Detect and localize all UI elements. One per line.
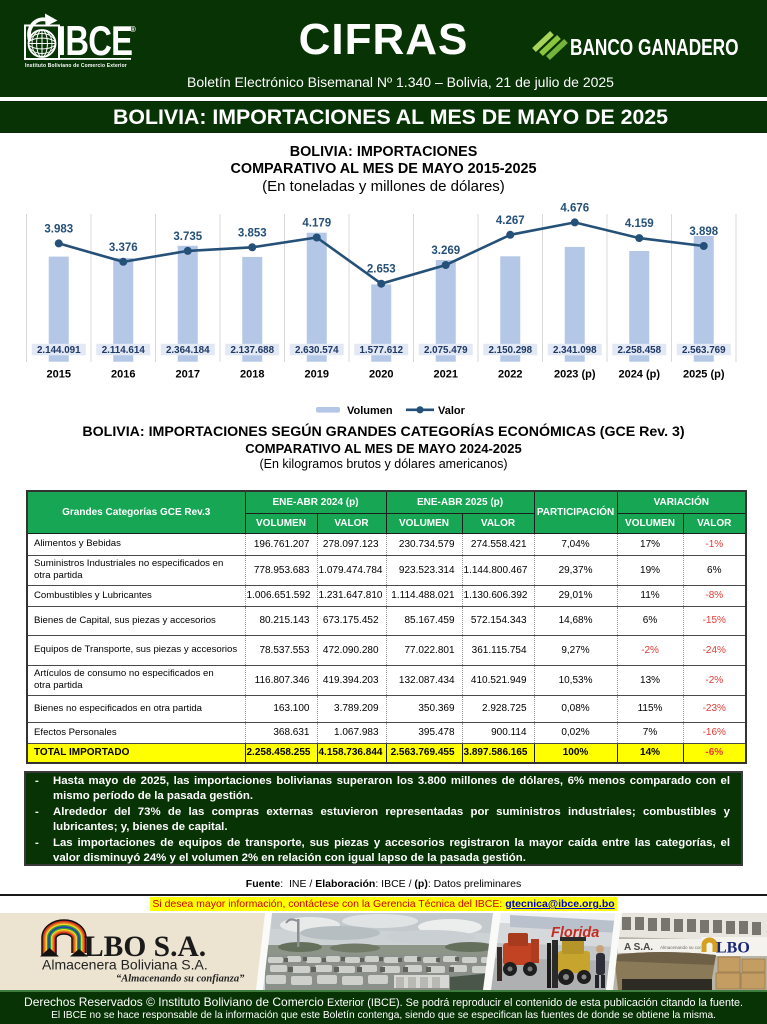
svg-text:2.563.769: 2.563.769 — [682, 345, 726, 356]
svg-text:3.735: 3.735 — [173, 231, 202, 243]
svg-text:3.376: 3.376 — [109, 242, 138, 254]
svg-text:2018: 2018 — [240, 369, 264, 381]
svg-text:2021: 2021 — [434, 369, 458, 381]
svg-text:LBO S.A.: LBO S.A. — [84, 931, 206, 963]
svg-text:2017: 2017 — [176, 369, 200, 381]
svg-text:2.114.614: 2.114.614 — [102, 345, 146, 356]
svg-text:2.653: 2.653 — [367, 264, 396, 276]
svg-text:A S.A.: A S.A. — [624, 942, 653, 953]
svg-text:2.150.298: 2.150.298 — [488, 345, 532, 356]
svg-text:®: ® — [130, 25, 136, 34]
svg-text:2023 (p): 2023 (p) — [554, 369, 596, 381]
svg-text:3.983: 3.983 — [44, 223, 73, 235]
svg-text:2.144.091: 2.144.091 — [37, 345, 81, 356]
svg-text:2.258.458: 2.258.458 — [617, 345, 661, 356]
svg-text:2022: 2022 — [498, 369, 522, 381]
svg-text:2020: 2020 — [369, 369, 393, 381]
svg-text:“Almacenando su confianza”: “Almacenando su confianza” — [116, 974, 245, 985]
svg-text:Almacenera Boliviana S.A.: Almacenera Boliviana S.A. — [42, 957, 208, 973]
svg-text:2015: 2015 — [47, 369, 71, 381]
svg-text:Instituto Boliviano de Comerci: Instituto Boliviano de Comercio Exterior — [25, 63, 128, 69]
svg-text:Valor: Valor — [438, 405, 466, 417]
svg-text:4.676: 4.676 — [560, 202, 589, 214]
svg-text:IBCE: IBCE — [57, 17, 132, 64]
svg-text:3.853: 3.853 — [238, 227, 267, 239]
svg-text:4.179: 4.179 — [302, 218, 331, 230]
svg-text:Volumen: Volumen — [347, 405, 393, 417]
svg-text:2.137.688: 2.137.688 — [230, 345, 274, 356]
svg-text:1.577.612: 1.577.612 — [359, 345, 403, 356]
svg-text:2.630.574: 2.630.574 — [295, 345, 339, 356]
svg-text:2.341.098: 2.341.098 — [553, 345, 597, 356]
svg-text:Almacenando su confianza: Almacenando su confianza — [660, 945, 715, 950]
svg-text:4.267: 4.267 — [496, 215, 525, 227]
svg-text:LBO: LBO — [716, 940, 750, 957]
svg-text:3.269: 3.269 — [431, 245, 460, 257]
svg-text:BANCO GANADERO: BANCO GANADERO — [570, 35, 739, 60]
svg-text:2016: 2016 — [111, 369, 135, 381]
svg-text:2.075.479: 2.075.479 — [424, 345, 468, 356]
svg-text:2025 (p): 2025 (p) — [683, 369, 725, 381]
svg-text:4.159: 4.159 — [625, 218, 654, 230]
svg-text:2.364.184: 2.364.184 — [166, 345, 210, 356]
svg-text:2024 (p): 2024 (p) — [618, 369, 660, 381]
svg-text:2019: 2019 — [305, 369, 329, 381]
svg-text:3.898: 3.898 — [689, 226, 718, 238]
